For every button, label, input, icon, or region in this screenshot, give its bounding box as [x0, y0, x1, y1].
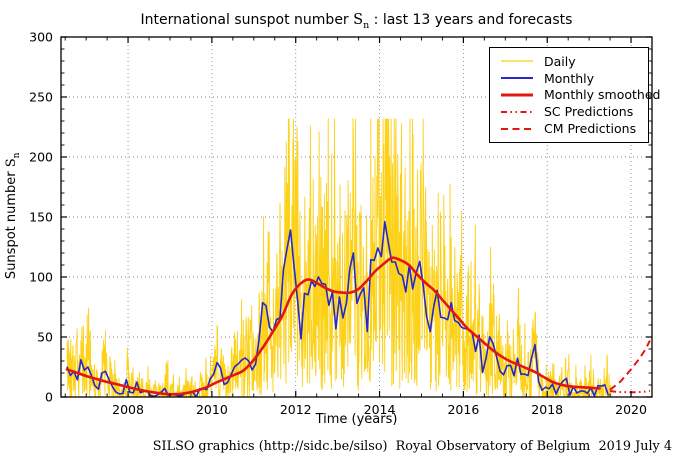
chart-legend: Daily Monthly Monthly smoothed SC Predictio… [489, 47, 660, 143]
y-tick-label: 50 [37, 330, 53, 345]
legend-label: Monthly [544, 70, 595, 86]
y-tick-label: 250 [29, 90, 53, 105]
chart-title-subscript: n [363, 19, 370, 31]
y-tick-label: 200 [29, 150, 53, 165]
y-axis-label-symbol: S [4, 158, 20, 168]
x-tick-label: 2016 [447, 402, 479, 417]
chart-title: International sunspot number Sn : last 1… [61, 12, 652, 31]
legend-label: SC Predictions [544, 104, 634, 120]
legend-item-monthly-smoothed: Monthly smoothed [500, 87, 660, 104]
y-tick-label: 0 [45, 390, 53, 405]
series-group [65, 118, 651, 397]
y-tick-label: 100 [29, 270, 53, 285]
monthly-series-line [66, 220, 610, 397]
chart-title-symbol: S [353, 12, 364, 28]
y-axis-label: Sunspot number Sn [4, 81, 22, 351]
cm-predictions-line [609, 340, 651, 391]
y-tick-label: 150 [29, 210, 53, 225]
legend-item-cm-predictions: CM Predictions [500, 120, 640, 137]
x-tick-label: 2010 [196, 402, 228, 417]
legend-item-sc-predictions: SC Predictions [500, 103, 640, 120]
x-tick-label: 2014 [364, 402, 396, 417]
y-axis-label-subscript: n [11, 152, 22, 159]
y-tick-label: 300 [29, 30, 53, 45]
legend-line-sample [501, 110, 533, 113]
legend-line-sample [501, 60, 533, 63]
smoothed-series-line [65, 256, 601, 396]
legend-line-sample [501, 127, 533, 130]
legend-line-sample [501, 93, 533, 97]
tick-labels: 2008 2010 2012 2014 2016 2018 2020 0 50 100 150 200… [29, 30, 647, 418]
footer-credit: SILSO graphics (http://sidc.be/silso) Ro… [152, 439, 672, 454]
legend-item-daily: Daily [500, 53, 640, 70]
x-tick-label: 2020 [615, 402, 647, 417]
legend-item-monthly: Monthly [500, 70, 640, 87]
x-tick-label: 2012 [280, 402, 312, 417]
sc-predictions-line [609, 390, 651, 394]
chart-title-prefix: International sunspot number [140, 12, 354, 28]
legend-label: Daily [544, 53, 576, 69]
x-axis-label: Time (years) [315, 412, 398, 427]
x-tick-label: 2008 [112, 402, 144, 417]
legend-line-sample [501, 77, 533, 80]
chart-title-suffix: : last 13 years and forecasts [369, 12, 573, 28]
x-tick-label: 2018 [531, 402, 563, 417]
y-axis-label-text: Sunspot number [4, 167, 20, 280]
legend-label: Monthly smoothed [544, 87, 661, 103]
daily-series-line [66, 118, 612, 397]
legend-label: CM Predictions [544, 121, 637, 137]
axis-ticks [61, 36, 652, 398]
